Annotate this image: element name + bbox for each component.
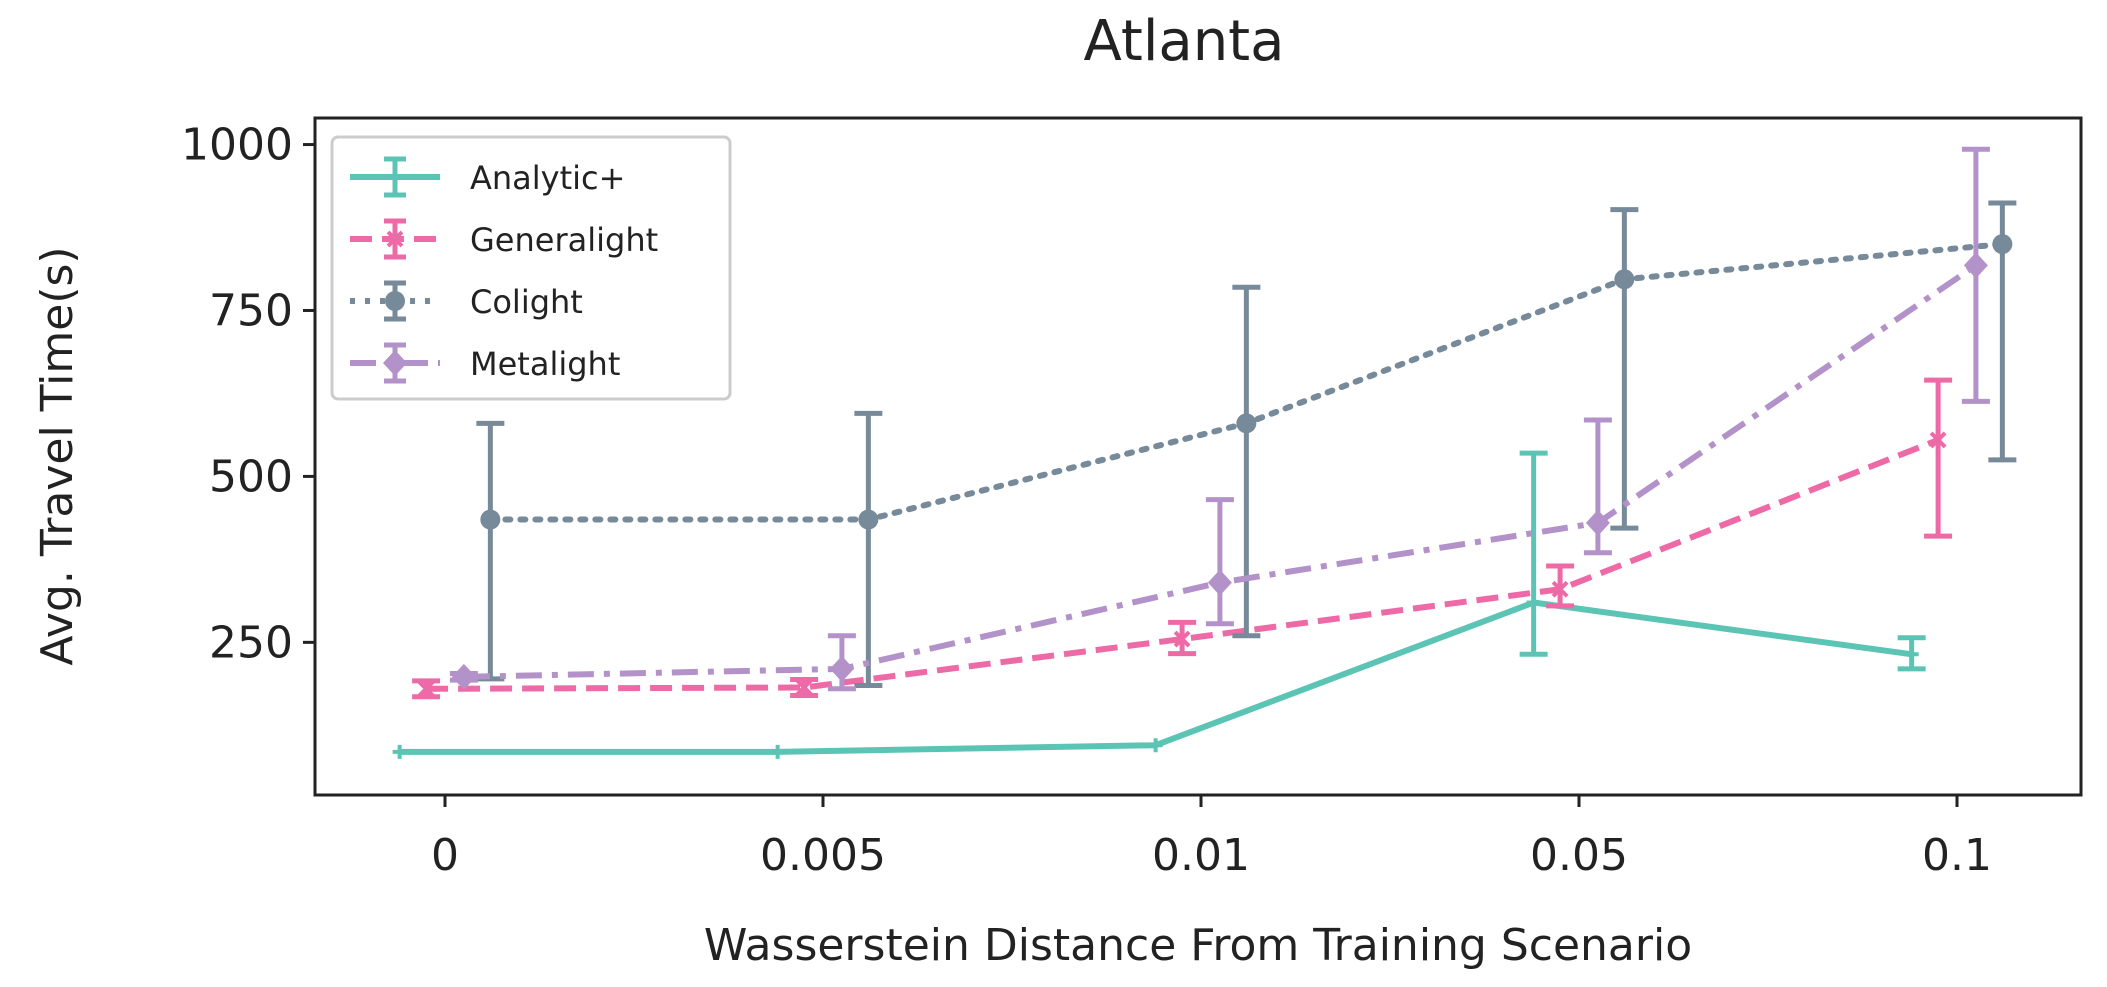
series-metalight	[449, 146, 1990, 692]
data-point	[1236, 413, 1257, 434]
series-analytic-	[392, 450, 1926, 759]
data-point	[451, 663, 476, 690]
y-tick-label: 750	[209, 285, 293, 336]
data-point	[392, 744, 407, 759]
legend-marker	[388, 170, 402, 184]
series-generalight	[412, 377, 1953, 700]
data-point	[1929, 431, 1947, 449]
y-tick-label: 500	[209, 451, 293, 502]
data-point	[1904, 647, 1919, 662]
y-axis: 250 500 750 1000	[181, 120, 315, 668]
legend-entry: Analytic+	[350, 156, 625, 198]
data-point	[1207, 569, 1232, 596]
x-axis-label: Wasserstein Distance From Training Scena…	[704, 920, 1692, 971]
x-axis: 0 0.005 0.01 0.05 0.1	[431, 795, 1992, 881]
legend: Analytic+ Generalight Colight Metalight	[330, 135, 732, 401]
data-point	[1963, 252, 1988, 279]
data-point	[417, 680, 435, 698]
legend-box	[330, 135, 732, 401]
data-point	[1992, 234, 2013, 255]
legend-label: Analytic+	[470, 159, 625, 197]
x-tick-label: 0	[431, 830, 459, 881]
legend-marker	[383, 350, 407, 376]
legend-label: Colight	[470, 283, 583, 321]
series-layer	[392, 146, 2017, 759]
legend-entry: Generalight	[350, 218, 658, 260]
data-point	[1585, 509, 1610, 536]
x-tick-label: 0.1	[1922, 830, 1992, 881]
legend-label: Metalight	[470, 345, 620, 383]
data-point	[1526, 595, 1541, 610]
y-tick-label: 250	[209, 617, 293, 668]
data-point	[1551, 580, 1569, 598]
data-point	[858, 509, 879, 530]
y-axis-label: Avg. Travel Time(s)	[32, 246, 83, 665]
data-point	[829, 655, 854, 682]
data-point	[1173, 630, 1191, 648]
x-tick-label: 0.05	[1530, 830, 1628, 881]
y-tick-label: 1000	[181, 120, 293, 171]
legend-entry: Metalight	[350, 342, 620, 384]
data-point	[1148, 738, 1163, 753]
data-point	[770, 744, 785, 759]
chart-title: Atlanta	[1084, 9, 1285, 74]
x-tick-label: 0.005	[760, 830, 886, 881]
legend-marker	[385, 291, 405, 311]
legend-entry: Colight	[350, 280, 583, 322]
data-point	[795, 679, 813, 696]
legend-marker	[386, 230, 404, 248]
data-point	[480, 509, 501, 530]
legend-label: Generalight	[470, 221, 658, 259]
x-tick-label: 0.01	[1152, 830, 1250, 881]
data-point	[1614, 269, 1635, 290]
